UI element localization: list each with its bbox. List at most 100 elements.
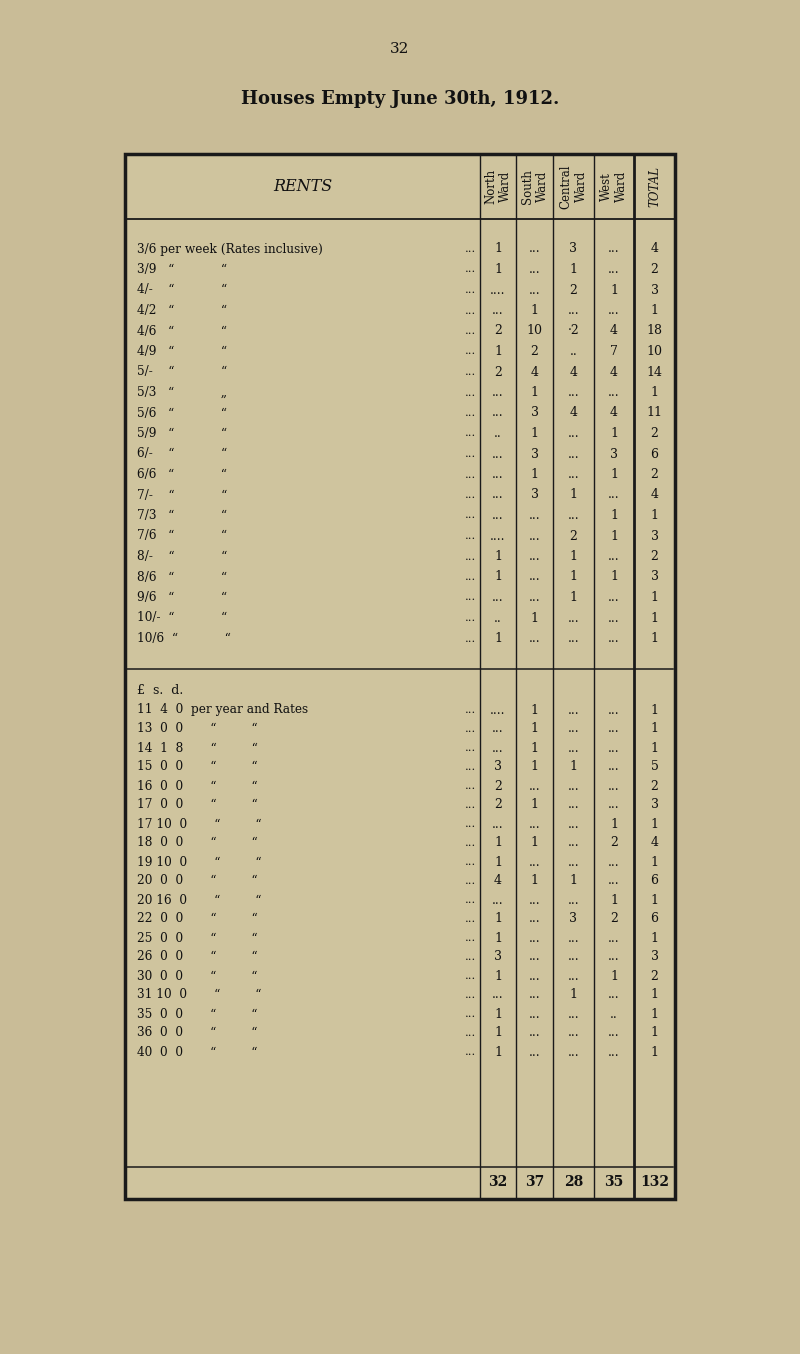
Text: 4: 4 xyxy=(610,325,618,337)
Text: 6/6   “            “: 6/6 “ “ xyxy=(137,468,227,481)
Text: ...: ... xyxy=(492,988,504,1002)
Text: ...: ... xyxy=(529,988,540,1002)
Text: ...: ... xyxy=(568,632,579,645)
Text: ...: ... xyxy=(492,386,504,399)
Text: ...: ... xyxy=(568,799,579,811)
Text: ...: ... xyxy=(529,856,540,868)
Text: 3: 3 xyxy=(570,913,578,926)
Text: 3: 3 xyxy=(650,570,658,584)
Text: 1: 1 xyxy=(494,632,502,645)
Text: ...: ... xyxy=(568,704,579,716)
Text: ...: ... xyxy=(465,387,476,398)
Text: ...: ... xyxy=(465,800,476,810)
Text: ...: ... xyxy=(568,386,579,399)
Text: 26  0  0       “         “: 26 0 0 “ “ xyxy=(137,951,258,964)
Text: ...: ... xyxy=(568,932,579,945)
Text: 4: 4 xyxy=(570,406,578,420)
Text: 3: 3 xyxy=(530,489,538,501)
Text: ...: ... xyxy=(608,263,620,276)
Text: ...: ... xyxy=(465,895,476,904)
Text: 2: 2 xyxy=(494,799,502,811)
Text: ...: ... xyxy=(465,347,476,356)
Text: ..: .. xyxy=(494,612,502,624)
Text: 8/6   “            “: 8/6 “ “ xyxy=(137,570,227,584)
Text: 1: 1 xyxy=(650,590,658,604)
Text: 4: 4 xyxy=(610,406,618,420)
Text: 1: 1 xyxy=(610,969,618,983)
Text: ...: ... xyxy=(492,723,504,735)
Text: 1: 1 xyxy=(570,988,578,1002)
Text: 1: 1 xyxy=(570,590,578,604)
Text: 6: 6 xyxy=(650,913,658,926)
Text: ...: ... xyxy=(608,550,620,563)
Text: 19 10  0       “         “: 19 10 0 “ “ xyxy=(137,856,262,868)
Text: ...: ... xyxy=(465,724,476,734)
Text: ...: ... xyxy=(492,406,504,420)
Text: 2: 2 xyxy=(650,263,658,276)
Text: 1: 1 xyxy=(650,1045,658,1059)
Text: 4/-    “            “: 4/- “ “ xyxy=(137,283,227,297)
Text: 1: 1 xyxy=(530,799,538,811)
Text: 2: 2 xyxy=(610,913,618,926)
Text: ...: ... xyxy=(465,914,476,923)
Text: 17 10  0       “         “: 17 10 0 “ “ xyxy=(137,818,262,830)
Text: ...: ... xyxy=(529,932,540,945)
Text: ...: ... xyxy=(529,780,540,792)
Text: ...: ... xyxy=(568,780,579,792)
Text: ...: ... xyxy=(465,838,476,848)
Text: ...: ... xyxy=(568,818,579,830)
Text: ...: ... xyxy=(568,427,579,440)
Text: West
Ward: West Ward xyxy=(600,171,628,202)
Text: 1: 1 xyxy=(530,837,538,849)
Text: ...: ... xyxy=(608,951,620,964)
Text: 1: 1 xyxy=(494,550,502,563)
Text: ...: ... xyxy=(465,634,476,643)
Text: 4/6   “            “: 4/6 “ “ xyxy=(137,325,227,337)
Text: 3: 3 xyxy=(650,951,658,964)
Text: ...: ... xyxy=(492,489,504,501)
Text: 1: 1 xyxy=(650,1007,658,1021)
Text: 4: 4 xyxy=(570,366,578,379)
Text: 2: 2 xyxy=(570,283,578,297)
Text: ...: ... xyxy=(465,510,476,520)
Text: 18: 18 xyxy=(646,325,662,337)
Text: 1: 1 xyxy=(494,932,502,945)
Text: 20 16  0       “         “: 20 16 0 “ “ xyxy=(137,894,262,906)
Text: ...: ... xyxy=(465,613,476,623)
Text: 4: 4 xyxy=(650,242,658,256)
Text: ....: .... xyxy=(490,283,506,297)
Text: 1: 1 xyxy=(530,761,538,773)
Text: ...: ... xyxy=(465,244,476,255)
Text: 3: 3 xyxy=(530,406,538,420)
Text: 4: 4 xyxy=(610,366,618,379)
Text: North
Ward: North Ward xyxy=(484,169,512,204)
Text: ..: .. xyxy=(570,345,578,357)
Text: ...: ... xyxy=(465,428,476,439)
Text: ....: .... xyxy=(490,704,506,716)
Text: 3: 3 xyxy=(530,448,538,460)
Text: 14  1  8       “         “: 14 1 8 “ “ xyxy=(137,742,258,754)
Text: 1: 1 xyxy=(570,570,578,584)
Text: ...: ... xyxy=(568,1026,579,1040)
Text: 10: 10 xyxy=(526,325,542,337)
Text: ...: ... xyxy=(492,590,504,604)
Text: 25  0  0       “         “: 25 0 0 “ “ xyxy=(137,932,258,945)
Text: 7/-    “            “: 7/- “ “ xyxy=(137,489,227,501)
Text: 1: 1 xyxy=(610,894,618,906)
Text: 4/2   “            “: 4/2 “ “ xyxy=(137,305,227,317)
Text: ...: ... xyxy=(529,913,540,926)
Text: 1: 1 xyxy=(494,856,502,868)
Text: 3: 3 xyxy=(650,283,658,297)
Text: 5/9   “            “: 5/9 “ “ xyxy=(137,427,227,440)
Text: ...: ... xyxy=(529,242,540,256)
Text: ...: ... xyxy=(568,742,579,754)
Text: ...: ... xyxy=(608,242,620,256)
Text: ...: ... xyxy=(492,468,504,481)
Text: ...: ... xyxy=(465,952,476,961)
Text: ...: ... xyxy=(529,570,540,584)
Text: 3: 3 xyxy=(650,529,658,543)
Text: 1: 1 xyxy=(494,969,502,983)
Text: 1: 1 xyxy=(494,570,502,584)
Text: 1: 1 xyxy=(530,468,538,481)
Text: ...: ... xyxy=(529,1045,540,1059)
